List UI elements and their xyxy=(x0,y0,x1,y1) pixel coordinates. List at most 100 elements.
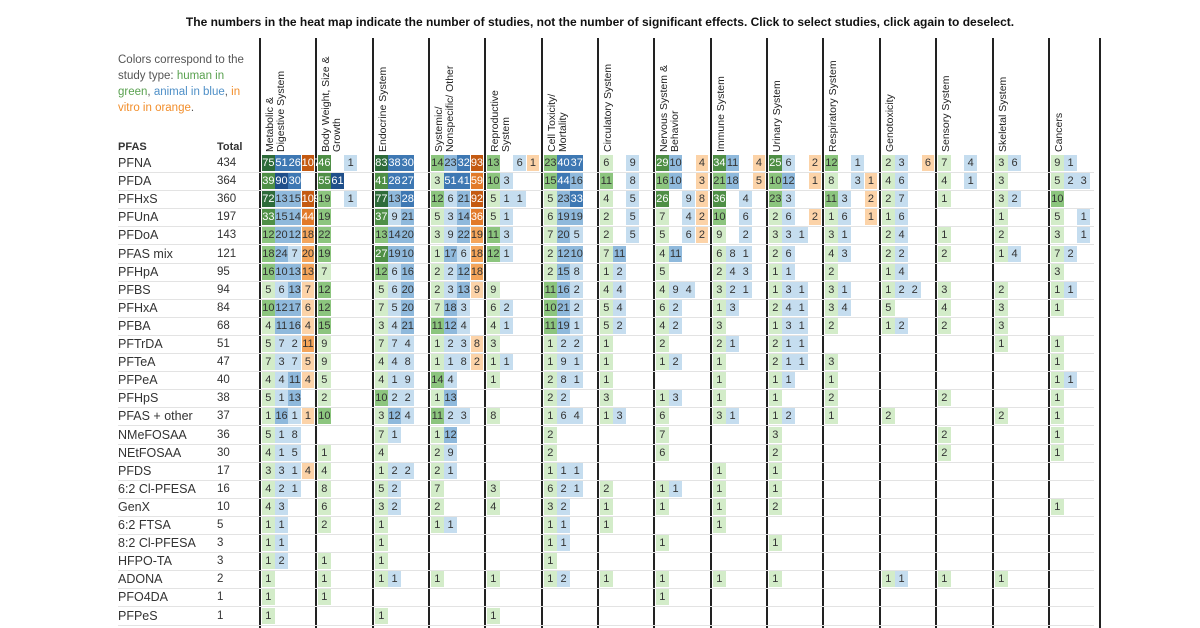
heatmap-cell[interactable]: 2 xyxy=(544,444,557,461)
row-label[interactable]: PFHpS xyxy=(118,391,159,406)
heatmap-cell[interactable]: 2 xyxy=(600,227,613,244)
heatmap-cell[interactable]: 2 xyxy=(544,263,557,280)
heatmap-cell[interactable]: 2 xyxy=(444,408,457,425)
heatmap-cell[interactable]: 5 xyxy=(388,299,401,316)
heatmap-cell[interactable]: 3 xyxy=(825,299,838,316)
heatmap-cell[interactable]: 2 xyxy=(388,462,401,479)
heatmap-cell[interactable]: 10 xyxy=(713,209,726,226)
heatmap-cell[interactable]: 1 xyxy=(882,209,895,226)
heatmap-cell[interactable]: 2 xyxy=(401,390,415,407)
heatmap-cell[interactable]: 1 xyxy=(656,571,669,588)
heatmap-cell[interactable]: 1 xyxy=(275,444,288,461)
heatmap-cell[interactable]: 4 xyxy=(656,317,669,334)
heatmap-cell[interactable]: 1 xyxy=(713,571,726,588)
heatmap-cell[interactable]: 3 xyxy=(695,173,709,190)
heatmap-cell[interactable]: 3 xyxy=(375,408,388,425)
heatmap-cell[interactable]: 1 xyxy=(713,354,726,371)
heatmap-cell[interactable]: 1 xyxy=(739,281,753,298)
heatmap-cell[interactable]: 15 xyxy=(544,173,557,190)
heatmap-cell[interactable]: 1 xyxy=(557,517,570,533)
heatmap-cell[interactable]: 44 xyxy=(557,173,570,190)
row-label[interactable]: PFHxS xyxy=(118,192,158,207)
heatmap-cell[interactable]: 3 xyxy=(995,191,1008,208)
row-label[interactable]: PFBA xyxy=(118,318,151,333)
heatmap-cell[interactable]: 9 xyxy=(682,191,696,208)
heatmap-cell[interactable]: 8 xyxy=(401,354,415,371)
heatmap-cell[interactable]: 9 xyxy=(713,227,726,244)
heatmap-cell[interactable]: 3 xyxy=(431,227,444,244)
heatmap-cell[interactable]: 1 xyxy=(487,607,500,624)
heatmap-cell[interactable]: 2 xyxy=(864,191,878,208)
heatmap-cell[interactable]: 5 xyxy=(288,444,302,461)
heatmap-cell[interactable]: 2 xyxy=(882,155,895,171)
heatmap-cell[interactable]: 6 xyxy=(895,209,908,226)
heatmap-cell[interactable]: 3 xyxy=(275,462,288,479)
heatmap-cell[interactable]: 4 xyxy=(656,245,669,262)
row-label[interactable]: PFBS xyxy=(118,282,151,297)
heatmap-cell[interactable]: 20 xyxy=(275,227,288,244)
heatmap-cell[interactable]: 2 xyxy=(388,390,401,407)
heatmap-cell[interactable]: 1 xyxy=(318,571,331,588)
heatmap-cell[interactable]: 4 xyxy=(682,281,696,298)
heatmap-cell[interactable]: 2 xyxy=(669,299,682,316)
heatmap-cell[interactable]: 6 xyxy=(388,263,401,280)
heatmap-cell[interactable]: 30 xyxy=(401,155,415,171)
heatmap-cell[interactable]: 22 xyxy=(457,227,471,244)
heatmap-cell[interactable]: 2 xyxy=(882,227,895,244)
heatmap-cell[interactable]: 4 xyxy=(838,299,851,316)
heatmap-cell[interactable]: 1 xyxy=(769,571,782,588)
row-label[interactable]: 6:2 FTSA xyxy=(118,518,171,532)
heatmap-cell[interactable]: 7 xyxy=(262,354,275,371)
heatmap-cell[interactable]: 3 xyxy=(487,480,500,497)
heatmap-cell[interactable]: 2 xyxy=(669,317,682,334)
heatmap-cell[interactable]: 3 xyxy=(1077,173,1091,190)
heatmap-cell[interactable]: 1 xyxy=(388,571,401,588)
heatmap-cell[interactable]: 41 xyxy=(457,173,471,190)
heatmap-cell[interactable]: 1 xyxy=(769,535,782,552)
heatmap-cell[interactable]: 1 xyxy=(500,191,513,208)
heatmap-cell[interactable]: 4 xyxy=(444,372,457,389)
heatmap-cell[interactable]: 93 xyxy=(470,155,484,171)
heatmap-cell[interactable]: 3 xyxy=(431,173,444,190)
heatmap-cell[interactable]: 2 xyxy=(808,155,822,171)
heatmap-cell[interactable]: 6 xyxy=(1008,155,1021,171)
heatmap-cell[interactable]: 1 xyxy=(769,480,782,497)
heatmap-cell[interactable]: 4 xyxy=(301,462,315,479)
heatmap-cell[interactable]: 2 xyxy=(726,281,739,298)
heatmap-cell[interactable]: 1 xyxy=(656,589,669,606)
heatmap-cell[interactable]: 3 xyxy=(851,173,865,190)
heatmap-cell[interactable]: 9 xyxy=(1051,155,1064,171)
heatmap-cell[interactable]: 4 xyxy=(401,408,415,425)
heatmap-cell[interactable]: 6 xyxy=(682,227,696,244)
heatmap-cell[interactable]: 6 xyxy=(557,408,570,425)
heatmap-cell[interactable]: 12 xyxy=(375,263,388,280)
heatmap-cell[interactable]: 1 xyxy=(995,245,1008,262)
heatmap-cell[interactable]: 6 xyxy=(600,155,613,171)
heatmap-cell[interactable]: 1 xyxy=(544,517,557,533)
heatmap-cell[interactable]: 12 xyxy=(388,408,401,425)
heatmap-cell[interactable]: 23 xyxy=(557,191,570,208)
heatmap-cell[interactable]: 7 xyxy=(938,155,951,171)
heatmap-cell[interactable]: 4 xyxy=(600,191,613,208)
heatmap-cell[interactable]: 2 xyxy=(908,281,922,298)
heatmap-cell[interactable]: 1 xyxy=(262,589,275,606)
heatmap-cell[interactable]: 1 xyxy=(713,390,726,407)
heatmap-cell[interactable]: 6 xyxy=(838,209,851,226)
heatmap-cell[interactable]: 2 xyxy=(570,281,584,298)
heatmap-cell[interactable]: 15 xyxy=(288,191,302,208)
heatmap-cell[interactable]: 1 xyxy=(882,571,895,588)
heatmap-cell[interactable]: 2 xyxy=(318,390,331,407)
heatmap-cell[interactable]: 59 xyxy=(470,173,484,190)
row-label[interactable]: PFO4DA xyxy=(118,590,169,605)
heatmap-cell[interactable]: 6 xyxy=(782,155,795,171)
heatmap-cell[interactable]: 1 xyxy=(318,553,331,570)
heatmap-cell[interactable]: 25 xyxy=(769,155,782,171)
heatmap-cell[interactable]: 9 xyxy=(470,281,484,298)
heatmap-cell[interactable]: 44 xyxy=(301,209,315,226)
heatmap-cell[interactable]: 6 xyxy=(713,245,726,262)
heatmap-cell[interactable]: 1 xyxy=(656,480,669,497)
heatmap-cell[interactable]: 1 xyxy=(769,281,782,298)
heatmap-cell[interactable]: 90 xyxy=(275,173,288,190)
heatmap-cell[interactable]: 7 xyxy=(275,336,288,352)
heatmap-cell[interactable]: 2 xyxy=(938,426,951,443)
